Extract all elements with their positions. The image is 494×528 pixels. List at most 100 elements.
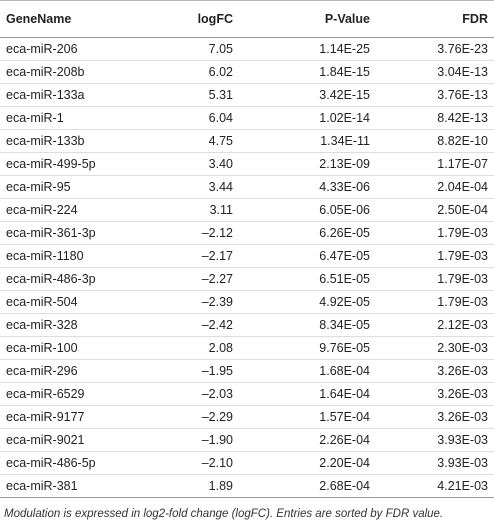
table-cell: 2.13E-09 bbox=[239, 152, 376, 176]
table-cell: eca-miR-95 bbox=[0, 175, 132, 199]
table-cell: 3.76E-13 bbox=[376, 83, 494, 107]
table-cell: eca-miR-328 bbox=[0, 313, 132, 337]
table-cell: eca-miR-296 bbox=[0, 359, 132, 383]
table-cell: 3.26E-03 bbox=[376, 405, 494, 429]
table-cell: eca-miR-208b bbox=[0, 60, 132, 84]
table-cell: eca-miR-224 bbox=[0, 198, 132, 222]
table-cell: eca-miR-486-5p bbox=[0, 451, 132, 475]
table-cell: 1.34E-11 bbox=[239, 129, 376, 153]
table-cell: 8.34E-05 bbox=[239, 313, 376, 337]
table-cell: –2.03 bbox=[132, 382, 239, 406]
table-cell: 2.68E-04 bbox=[239, 474, 376, 498]
table-cell: 1.14E-25 bbox=[239, 37, 376, 61]
footnote: Modulation is expressed in log2-fold cha… bbox=[4, 508, 444, 520]
table-cell: –2.29 bbox=[132, 405, 239, 429]
table-cell: 2.50E-04 bbox=[376, 198, 494, 222]
table-row: eca-miR-208b 6.02 1.84E-15 3.04E-13 bbox=[0, 60, 494, 84]
table-cell: 3.04E-13 bbox=[376, 60, 494, 84]
table-row: eca-miR-6529 –2.03 1.64E-04 3.26E-03 bbox=[0, 382, 494, 406]
table-cell: 2.12E-03 bbox=[376, 313, 494, 337]
table-cell: –2.12 bbox=[132, 221, 239, 245]
table-body: eca-miR-206 7.05 1.14E-25 3.76E-23 eca-miR-2… bbox=[0, 37, 494, 498]
table-cell: 5.31 bbox=[132, 83, 239, 107]
table-row: eca-miR-133a 5.31 3.42E-15 3.76E-13 bbox=[0, 83, 494, 107]
table-cell: 2.26E-04 bbox=[239, 428, 376, 452]
table-cell: –2.17 bbox=[132, 244, 239, 268]
table-cell: 2.20E-04 bbox=[239, 451, 376, 475]
table-cell: 3.26E-03 bbox=[376, 382, 494, 406]
header-cell: P-Value bbox=[239, 0, 376, 38]
table-cell: eca-miR-361-3p bbox=[0, 221, 132, 245]
table-row: eca-miR-499-5p 3.40 2.13E-09 1.17E-07 bbox=[0, 152, 494, 176]
table-cell: 3.26E-03 bbox=[376, 359, 494, 383]
table-cell: 6.04 bbox=[132, 106, 239, 130]
table-cell: 4.92E-05 bbox=[239, 290, 376, 314]
table-cell: eca-miR-6529 bbox=[0, 382, 132, 406]
table-cell: eca-miR-9177 bbox=[0, 405, 132, 429]
table-cell: 3.93E-03 bbox=[376, 428, 494, 452]
table-row: eca-miR-381 1.89 2.68E-04 4.21E-03 bbox=[0, 474, 494, 498]
table-cell: 1.89 bbox=[132, 474, 239, 498]
table-cell: eca-miR-486-3p bbox=[0, 267, 132, 291]
table-cell: 1.79E-03 bbox=[376, 244, 494, 268]
table-cell: 1.57E-04 bbox=[239, 405, 376, 429]
table-cell: 1.17E-07 bbox=[376, 152, 494, 176]
table-cell: 9.76E-05 bbox=[239, 336, 376, 360]
table-cell: 1.79E-03 bbox=[376, 221, 494, 245]
table-cell: 6.47E-05 bbox=[239, 244, 376, 268]
table-cell: eca-miR-206 bbox=[0, 37, 132, 61]
table-cell: 1.79E-03 bbox=[376, 267, 494, 291]
table-cell: –2.39 bbox=[132, 290, 239, 314]
table-row: eca-miR-9021 –1.90 2.26E-04 3.93E-03 bbox=[0, 428, 494, 452]
table-cell: eca-miR-133b bbox=[0, 129, 132, 153]
header-row: GeneName logFC P-Value FDR bbox=[0, 0, 494, 38]
table-cell: –2.42 bbox=[132, 313, 239, 337]
table-cell: 8.42E-13 bbox=[376, 106, 494, 130]
header-cell: GeneName bbox=[0, 0, 132, 38]
table-cell: 6.51E-05 bbox=[239, 267, 376, 291]
table-cell: eca-miR-504 bbox=[0, 290, 132, 314]
table-row: eca-miR-486-3p –2.27 6.51E-05 1.79E-03 bbox=[0, 267, 494, 291]
header-cell: logFC bbox=[132, 0, 239, 38]
table-row: eca-miR-1180 –2.17 6.47E-05 1.79E-03 bbox=[0, 244, 494, 268]
table-cell: –2.27 bbox=[132, 267, 239, 291]
table-cell: 3.40 bbox=[132, 152, 239, 176]
table-row: eca-miR-296 –1.95 1.68E-04 3.26E-03 bbox=[0, 359, 494, 383]
header-cell: FDR bbox=[376, 0, 494, 38]
table-row: eca-miR-361-3p –2.12 6.26E-05 1.79E-03 bbox=[0, 221, 494, 245]
table-row: eca-miR-486-5p –2.10 2.20E-04 3.93E-03 bbox=[0, 451, 494, 475]
table-cell: eca-miR-499-5p bbox=[0, 152, 132, 176]
table-cell: 4.21E-03 bbox=[376, 474, 494, 498]
table-cell: 2.04E-04 bbox=[376, 175, 494, 199]
table-cell: 1.02E-14 bbox=[239, 106, 376, 130]
table-cell: –2.10 bbox=[132, 451, 239, 475]
table-cell: 6.26E-05 bbox=[239, 221, 376, 245]
table-cell: 6.02 bbox=[132, 60, 239, 84]
table-cell: 6.05E-06 bbox=[239, 198, 376, 222]
table-cell: –1.95 bbox=[132, 359, 239, 383]
table-row: eca-miR-133b 4.75 1.34E-11 8.82E-10 bbox=[0, 129, 494, 153]
table-cell: 8.82E-10 bbox=[376, 129, 494, 153]
table-row: eca-miR-95 3.44 4.33E-06 2.04E-04 bbox=[0, 175, 494, 199]
table-row: eca-miR-328 –2.42 8.34E-05 2.12E-03 bbox=[0, 313, 494, 337]
table-header: GeneName logFC P-Value FDR bbox=[0, 0, 494, 38]
table-cell: 3.76E-23 bbox=[376, 37, 494, 61]
table-cell: 3.11 bbox=[132, 198, 239, 222]
table-cell: 7.05 bbox=[132, 37, 239, 61]
table-cell: 3.42E-15 bbox=[239, 83, 376, 107]
results-table: GeneName logFC P-Value FDR eca-miR-206 7.… bbox=[0, 0, 494, 498]
table-cell: 1.68E-04 bbox=[239, 359, 376, 383]
table-cell: eca-miR-381 bbox=[0, 474, 132, 498]
table-cell: 4.75 bbox=[132, 129, 239, 153]
table-cell: eca-miR-9021 bbox=[0, 428, 132, 452]
table-cell: 4.33E-06 bbox=[239, 175, 376, 199]
table-cell: eca-miR-100 bbox=[0, 336, 132, 360]
table-row: eca-miR-1 6.04 1.02E-14 8.42E-13 bbox=[0, 106, 494, 130]
table-cell: eca-miR-133a bbox=[0, 83, 132, 107]
table-row: eca-miR-504 –2.39 4.92E-05 1.79E-03 bbox=[0, 290, 494, 314]
table-cell: eca-miR-1180 bbox=[0, 244, 132, 268]
table-cell: 2.08 bbox=[132, 336, 239, 360]
table-row: eca-miR-100 2.08 9.76E-05 2.30E-03 bbox=[0, 336, 494, 360]
table-cell: 1.64E-04 bbox=[239, 382, 376, 406]
